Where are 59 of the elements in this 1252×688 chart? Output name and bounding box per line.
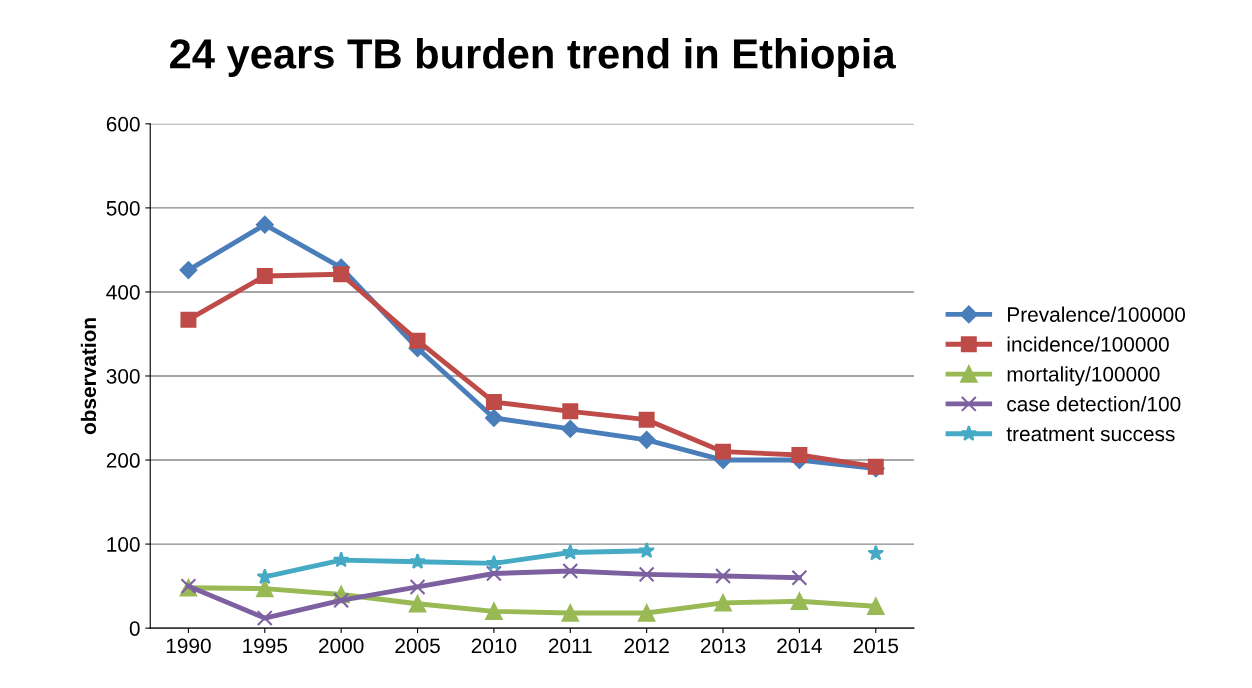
y-tick-label: 500 bbox=[106, 200, 140, 216]
point bbox=[332, 551, 350, 568]
y-tick-label: 600 bbox=[106, 116, 140, 132]
point bbox=[485, 602, 503, 621]
point bbox=[333, 266, 350, 283]
x-tick-label: 2014 bbox=[777, 638, 822, 654]
point bbox=[561, 543, 579, 560]
point bbox=[409, 332, 426, 349]
point bbox=[791, 447, 808, 463]
point bbox=[562, 403, 579, 420]
legend-label: treatment success bbox=[1006, 427, 1175, 442]
point bbox=[179, 261, 198, 279]
x-tick-label: 1990 bbox=[166, 638, 211, 654]
point bbox=[562, 563, 579, 579]
point bbox=[715, 568, 732, 585]
point bbox=[485, 565, 502, 582]
legend-label: Prevalence/100000 bbox=[1008, 306, 1186, 322]
point bbox=[255, 215, 274, 234]
point bbox=[714, 594, 732, 612]
x-tick-label: 2012 bbox=[624, 638, 669, 654]
y-tick-label: 100 bbox=[107, 537, 140, 552]
point bbox=[256, 267, 273, 284]
point bbox=[638, 411, 655, 428]
point bbox=[638, 566, 655, 583]
x-tick-label: 2015 bbox=[853, 638, 899, 654]
point bbox=[485, 394, 502, 411]
point bbox=[333, 592, 350, 609]
point bbox=[715, 443, 732, 460]
point bbox=[637, 430, 656, 449]
x-tick-label: 2013 bbox=[700, 638, 746, 654]
x-tick-label: 2005 bbox=[395, 638, 440, 654]
x-tick-label: 1995 bbox=[243, 638, 288, 654]
point bbox=[485, 409, 503, 427]
x-tick-label: 2000 bbox=[319, 638, 364, 654]
point bbox=[180, 311, 197, 328]
point bbox=[256, 610, 273, 627]
chart-title: 24 years TB burden trend in Ethiopia bbox=[170, 38, 896, 77]
point bbox=[790, 592, 809, 610]
point bbox=[409, 578, 426, 595]
point bbox=[638, 542, 655, 559]
point bbox=[791, 569, 808, 586]
y-tick-label: 0 bbox=[129, 621, 140, 636]
legend-label: mortality/100000 bbox=[1007, 366, 1160, 386]
x-tick-label: 2010 bbox=[471, 638, 517, 654]
legend-label: incidence/100000 bbox=[1007, 336, 1169, 352]
y-tick-label: 200 bbox=[106, 453, 140, 468]
y-axis-title: observation bbox=[80, 318, 97, 435]
point bbox=[637, 604, 656, 622]
legend-label: case detection/100 bbox=[1007, 396, 1181, 412]
point bbox=[867, 597, 885, 615]
y-tick-label: 300 bbox=[106, 368, 140, 384]
y-tick-label: 400 bbox=[106, 284, 140, 300]
point bbox=[867, 544, 885, 561]
point bbox=[561, 604, 579, 622]
x-tick-label: 2011 bbox=[548, 638, 592, 654]
point bbox=[561, 420, 580, 438]
point bbox=[409, 553, 426, 569]
point bbox=[408, 595, 427, 613]
point bbox=[485, 554, 503, 571]
